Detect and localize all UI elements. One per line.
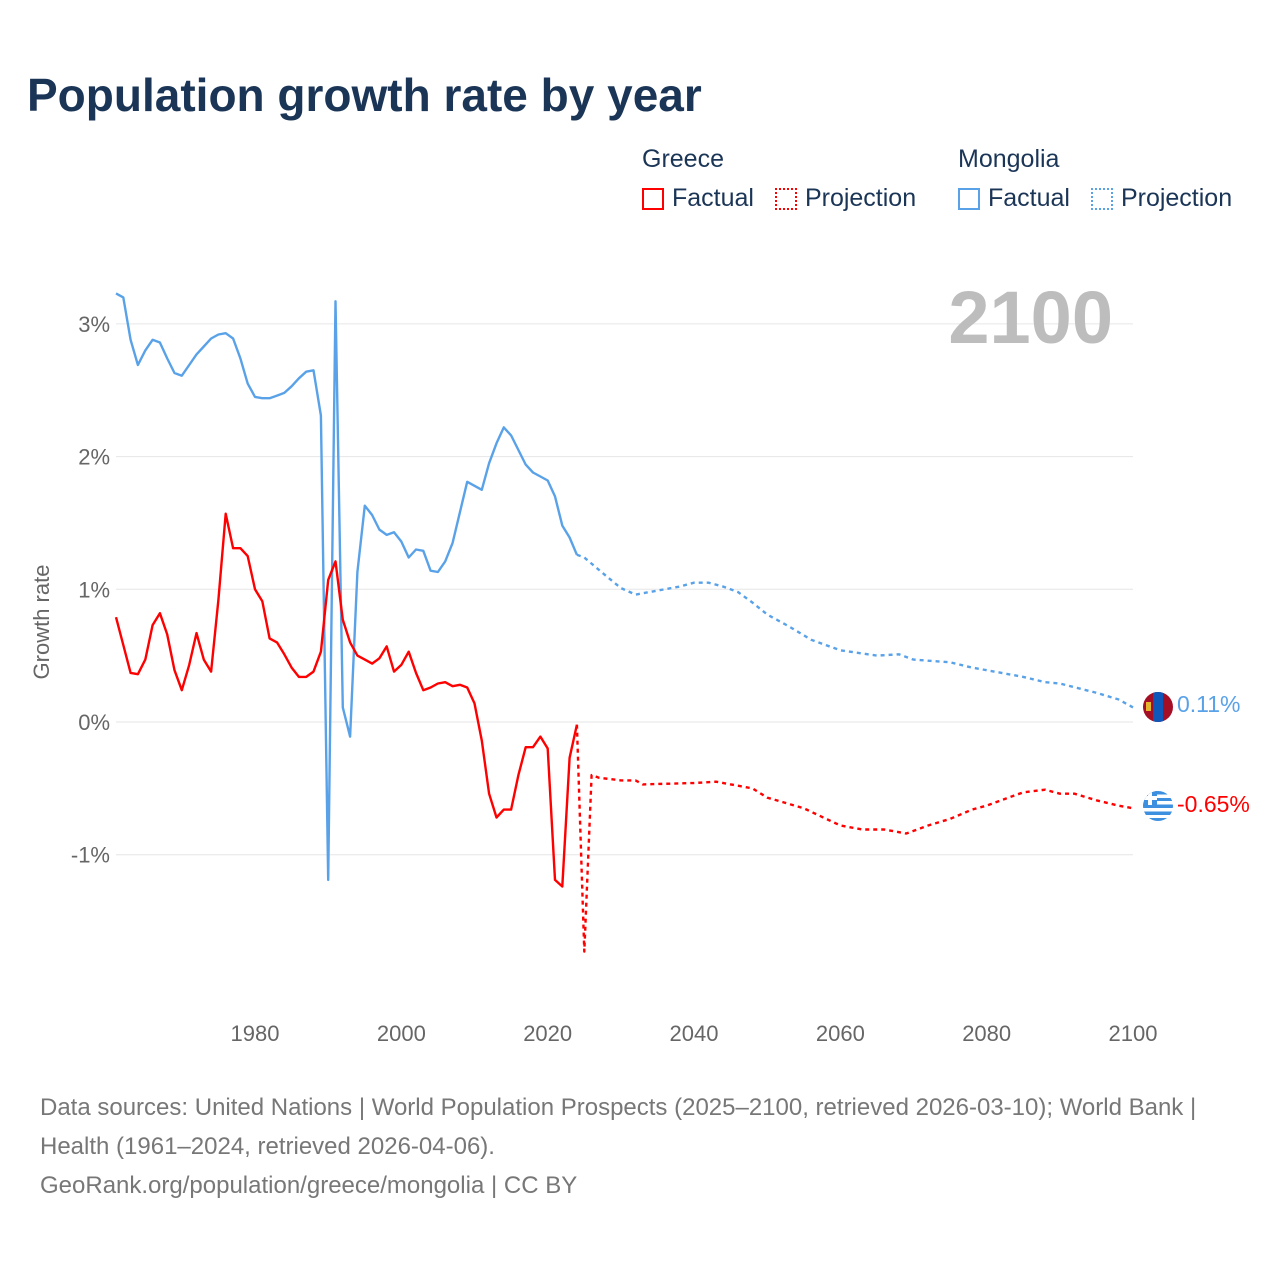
x-tick-label: 2100 <box>1109 1021 1158 1046</box>
x-tick-label: 2000 <box>377 1021 426 1046</box>
solid-swatch-icon <box>642 187 664 210</box>
legend-greece: Greece Factual Projection <box>642 145 930 217</box>
x-tick-label: 2040 <box>670 1021 719 1046</box>
mongolia-end-value: 0.11% <box>1177 691 1241 717</box>
greece-flag-icon <box>1143 791 1173 821</box>
series-line-mongolia-factual <box>115 292 579 882</box>
current-year-label: 2100 <box>948 276 1113 359</box>
x-tick-label: 2020 <box>523 1021 572 1046</box>
data-sources: Data sources: United Nations | World Pop… <box>40 1094 1197 1160</box>
mongolia-flag-icon <box>1143 692 1173 722</box>
x-tick-label: 1980 <box>231 1021 280 1046</box>
chart-title: Population growth rate by year <box>27 69 702 121</box>
series-line-greece-projection <box>575 724 1134 953</box>
legend-group-name: Greece <box>642 145 724 173</box>
y-tick-label: 1% <box>78 577 110 602</box>
y-tick-label: -1% <box>71 843 110 868</box>
legend-label: Projection <box>804 184 917 212</box>
legend-group-name: Mongolia <box>958 145 1060 173</box>
y-tick-label: 3% <box>78 312 110 337</box>
legend-greece-factual[interactable]: Factual <box>642 184 754 213</box>
legend-label: Projection <box>1120 184 1233 212</box>
y-tick-label: 0% <box>78 710 110 735</box>
legend-mongolia-projection[interactable]: Projection <box>1090 184 1233 213</box>
series-line-greece-factual <box>114 512 579 888</box>
x-tick-label: 2060 <box>816 1021 865 1046</box>
series-line-mongolia-projection <box>576 553 1134 709</box>
legend-label: Factual <box>672 184 754 212</box>
legend-mongolia-factual[interactable]: Factual <box>958 184 1070 213</box>
greece-end-value: -0.65% <box>1177 791 1250 817</box>
x-tick-label: 2080 <box>962 1021 1011 1046</box>
legend-mongolia: Mongolia Factual Projection <box>958 145 1232 217</box>
footer: Data sources: United Nations | World Pop… <box>40 1088 1240 1205</box>
dotted-swatch-icon <box>1090 187 1113 210</box>
legend-greece-projection[interactable]: Projection <box>774 184 917 213</box>
dotted-swatch-icon <box>774 187 797 210</box>
solid-swatch-icon <box>958 187 980 210</box>
y-tick-label: 2% <box>78 445 110 470</box>
credit-link[interactable]: GeoRank.org/population/greece/mongolia |… <box>40 1172 578 1199</box>
legend-label: Factual <box>988 184 1070 212</box>
